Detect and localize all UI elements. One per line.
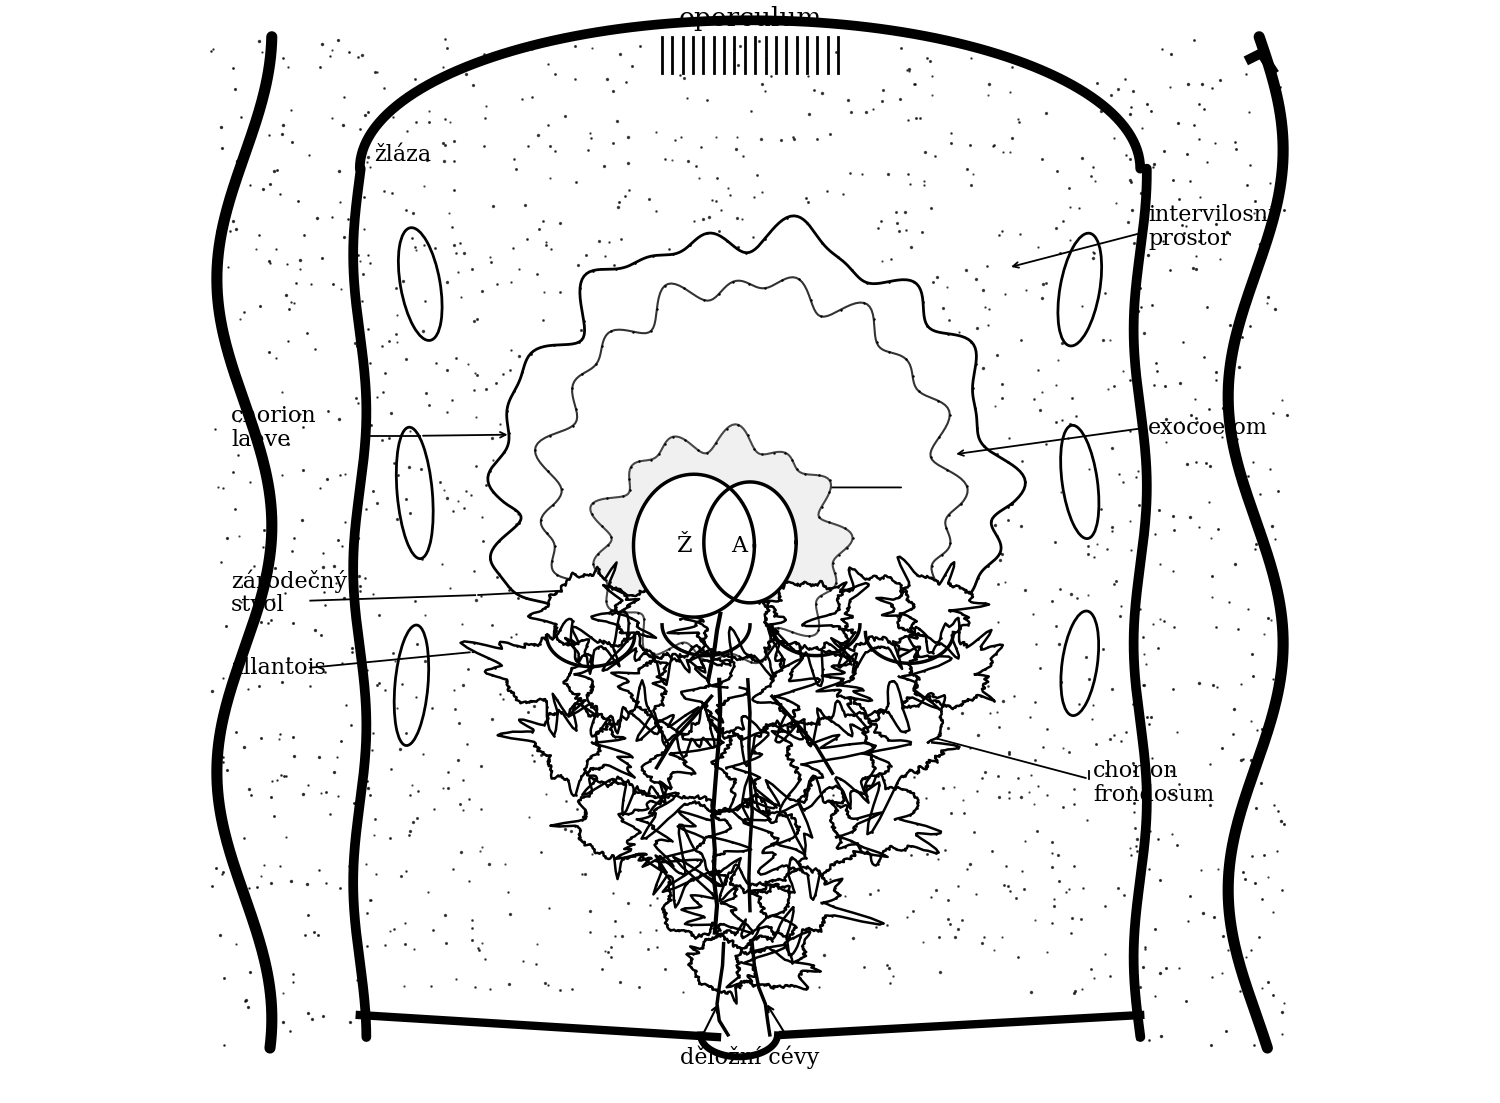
- Polygon shape: [674, 857, 796, 963]
- Text: žláza: žláza: [374, 144, 430, 167]
- Polygon shape: [591, 425, 852, 663]
- Polygon shape: [498, 694, 634, 795]
- Polygon shape: [633, 474, 754, 618]
- Text: intervilosní: intervilosní: [1148, 204, 1275, 226]
- Polygon shape: [615, 795, 752, 908]
- Text: frondosum: frondosum: [1094, 784, 1214, 806]
- Text: prostor: prostor: [1148, 228, 1232, 250]
- Polygon shape: [642, 705, 776, 838]
- Text: laeve: laeve: [231, 429, 291, 451]
- Text: děložní cévy: děložní cévy: [681, 1045, 819, 1069]
- Polygon shape: [711, 716, 876, 854]
- Polygon shape: [830, 773, 940, 866]
- Polygon shape: [764, 581, 868, 686]
- Polygon shape: [742, 775, 888, 900]
- Text: chorion: chorion: [1094, 760, 1179, 782]
- Polygon shape: [862, 682, 960, 834]
- Polygon shape: [876, 557, 989, 658]
- Text: zárodečný: zárodečný: [231, 569, 348, 592]
- Polygon shape: [802, 568, 918, 673]
- Polygon shape: [658, 825, 753, 938]
- Text: chorion: chorion: [231, 405, 316, 427]
- Polygon shape: [753, 625, 872, 747]
- Polygon shape: [772, 700, 910, 813]
- Polygon shape: [582, 681, 723, 815]
- Polygon shape: [816, 636, 951, 732]
- Polygon shape: [726, 907, 821, 989]
- Polygon shape: [704, 482, 797, 603]
- Polygon shape: [752, 857, 882, 955]
- Text: exocoelom: exocoelom: [1148, 417, 1268, 439]
- Text: allantois: allantois: [231, 656, 327, 678]
- Text: stvol: stvol: [231, 595, 285, 617]
- Polygon shape: [909, 618, 1004, 709]
- Polygon shape: [591, 579, 712, 685]
- Text: operculum: operculum: [678, 7, 822, 31]
- Polygon shape: [488, 216, 1026, 724]
- Polygon shape: [460, 619, 598, 736]
- Text: A: A: [730, 535, 747, 557]
- Polygon shape: [564, 611, 668, 737]
- Polygon shape: [550, 777, 678, 879]
- Polygon shape: [668, 585, 786, 679]
- Polygon shape: [656, 774, 806, 901]
- Polygon shape: [528, 563, 656, 674]
- Polygon shape: [687, 920, 788, 1004]
- Polygon shape: [681, 628, 820, 765]
- Text: Ž: Ž: [678, 535, 693, 557]
- Polygon shape: [612, 645, 748, 758]
